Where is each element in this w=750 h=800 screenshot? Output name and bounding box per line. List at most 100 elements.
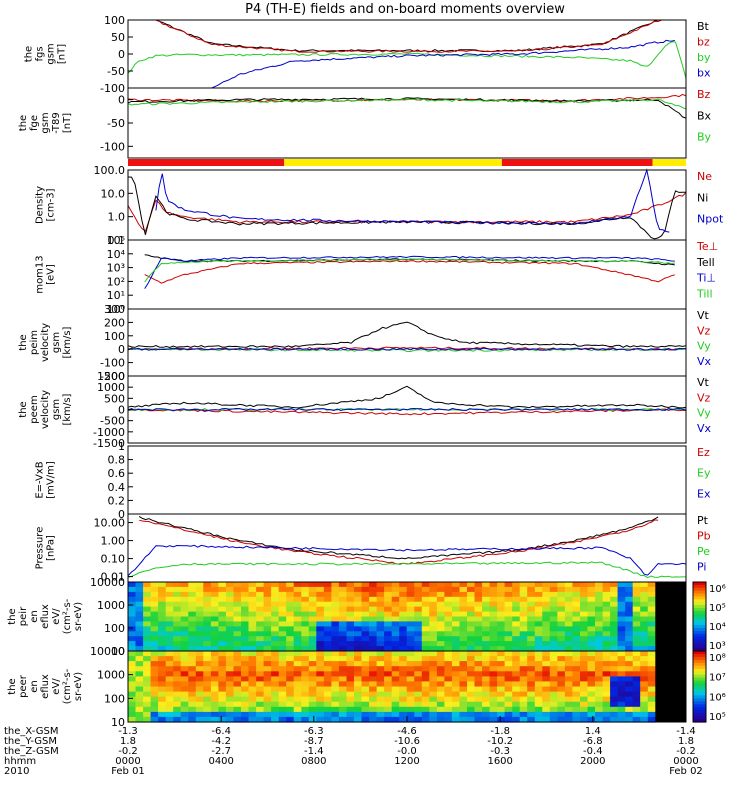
heatmap-cell bbox=[399, 596, 408, 603]
heatmap-cell bbox=[406, 641, 415, 647]
heatmap-cell bbox=[308, 661, 317, 667]
legend-entry: Ni bbox=[697, 191, 708, 204]
heatmap-cell bbox=[180, 586, 189, 593]
heatmap-cell bbox=[602, 636, 611, 642]
heatmap-cell bbox=[248, 596, 257, 603]
heatmap-cell bbox=[617, 582, 626, 588]
heatmap-cell bbox=[346, 626, 355, 632]
heatmap-cell bbox=[369, 596, 378, 603]
heatmap-cell bbox=[421, 691, 430, 698]
legend-entry: Vy bbox=[697, 407, 711, 420]
heatmap-cell bbox=[632, 676, 641, 683]
heatmap-cell bbox=[414, 711, 423, 718]
y-axis-label-line: the bbox=[7, 678, 18, 694]
y-tick-label: 1000 bbox=[97, 381, 125, 394]
heatmap-cell bbox=[135, 626, 144, 632]
heatmap-cell bbox=[512, 681, 521, 688]
heatmap-cell bbox=[482, 611, 491, 618]
heatmap-cell bbox=[180, 696, 189, 703]
heatmap-cell bbox=[421, 651, 430, 657]
heatmap-cell bbox=[429, 626, 438, 632]
heatmap-cell bbox=[346, 676, 355, 683]
colorbar-swatch bbox=[693, 689, 706, 694]
heatmap-cell bbox=[210, 616, 219, 622]
heatmap-cell bbox=[406, 591, 415, 598]
heatmap-cell bbox=[489, 656, 498, 662]
colorbar-swatch bbox=[693, 607, 706, 612]
heatmap-cell bbox=[489, 646, 498, 652]
heatmap-cell bbox=[572, 716, 581, 723]
heatmap-cell bbox=[233, 596, 242, 603]
y-axis-label-line: the bbox=[18, 115, 29, 131]
heatmap-cell bbox=[346, 641, 355, 647]
heatmap-cell bbox=[286, 716, 295, 723]
heatmap-cell bbox=[414, 686, 423, 693]
heatmap-cell bbox=[173, 636, 182, 642]
heatmap-cell bbox=[354, 631, 363, 637]
heatmap-cell bbox=[632, 646, 641, 652]
colorbar-swatch bbox=[693, 587, 706, 592]
heatmap-cell bbox=[617, 661, 626, 667]
heatmap-cell bbox=[564, 686, 573, 693]
heatmap-cell bbox=[323, 666, 332, 672]
heatmap-cell bbox=[316, 706, 325, 713]
heatmap-cell bbox=[150, 686, 159, 693]
heatmap-cell bbox=[436, 711, 445, 718]
heatmap-cell bbox=[369, 716, 378, 723]
heatmap-cell bbox=[376, 676, 385, 683]
heatmap-cell bbox=[316, 671, 325, 677]
heatmap-cell bbox=[391, 716, 400, 723]
heatmap-cell bbox=[504, 651, 513, 657]
heatmap-cell bbox=[361, 671, 370, 677]
heatmap-cell bbox=[580, 601, 589, 608]
heatmap-cell bbox=[263, 661, 272, 667]
heatmap-cell bbox=[444, 656, 453, 662]
heatmap-cell bbox=[467, 611, 476, 618]
heatmap-cell bbox=[286, 701, 295, 708]
heatmap-cell bbox=[195, 666, 204, 672]
heatmap-cell bbox=[467, 676, 476, 683]
heatmap-cell bbox=[444, 681, 453, 688]
heatmap-cell bbox=[128, 666, 137, 672]
y-tick-label: -100 bbox=[100, 140, 125, 153]
heatmap-cell bbox=[301, 621, 310, 627]
heatmap-cell bbox=[572, 601, 581, 608]
heatmap-cell bbox=[595, 666, 604, 672]
heatmap-cell bbox=[286, 631, 295, 637]
heatmap-cell bbox=[414, 641, 423, 647]
heatmap-cell bbox=[399, 621, 408, 627]
x-tick-label: 0800 bbox=[301, 756, 326, 767]
heatmap-cell bbox=[564, 716, 573, 723]
heatmap-cell bbox=[354, 646, 363, 652]
heatmap-cell bbox=[158, 706, 167, 713]
heatmap-cell bbox=[444, 686, 453, 693]
heatmap-cell bbox=[173, 696, 182, 703]
heatmap-cell bbox=[248, 621, 257, 627]
heatmap-cell bbox=[610, 646, 619, 652]
heatmap-cell bbox=[188, 601, 197, 608]
heatmap-cell bbox=[406, 611, 415, 618]
heatmap-cell bbox=[225, 706, 234, 713]
heatmap-cell bbox=[436, 661, 445, 667]
heatmap-cell bbox=[504, 611, 513, 618]
heatmap-cell bbox=[436, 591, 445, 598]
mode-bar-segment bbox=[284, 159, 502, 166]
heatmap-cell bbox=[557, 601, 566, 608]
colorbar-tick-label: 10⁶ bbox=[709, 692, 726, 703]
heatmap-cell bbox=[143, 701, 152, 708]
heatmap-cell bbox=[346, 661, 355, 667]
heatmap-cell bbox=[429, 661, 438, 667]
heatmap-cell bbox=[233, 606, 242, 613]
y-axis-label-line: peem bbox=[29, 395, 40, 423]
heatmap-cell bbox=[271, 616, 280, 622]
heatmap-cell bbox=[459, 646, 468, 652]
heatmap-cell bbox=[173, 646, 182, 652]
heatmap-cell bbox=[384, 646, 393, 652]
heatmap-cell bbox=[248, 716, 257, 723]
heatmap-cell bbox=[391, 696, 400, 703]
heatmap-cell bbox=[150, 666, 159, 672]
heatmap-cell bbox=[482, 606, 491, 613]
heatmap-cell bbox=[527, 686, 536, 693]
heatmap-cell bbox=[444, 666, 453, 672]
heatmap-cell bbox=[549, 646, 558, 652]
